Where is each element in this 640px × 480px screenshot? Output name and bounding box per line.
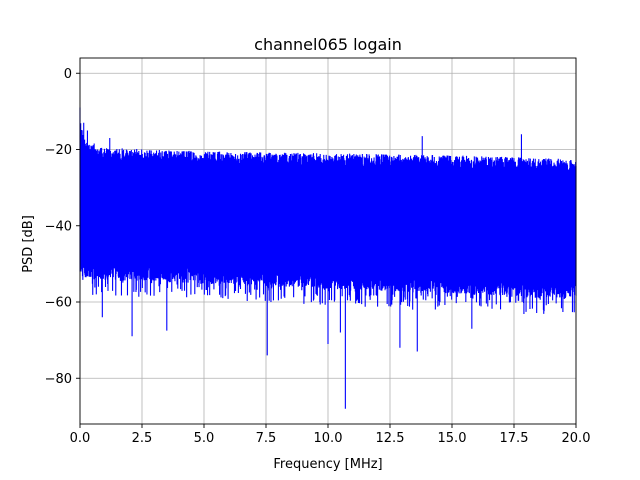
x-tick-label: 5.0 [194,431,215,446]
chart-title: channel065 logain [254,35,402,54]
x-tick-label: 17.5 [500,431,529,446]
x-tick-label: 0.0 [70,431,91,446]
y-tick-label: −40 [45,219,72,234]
y-tick-label: −80 [45,372,72,387]
x-tick-label: 12.5 [376,431,405,446]
y-tick-label: −20 [45,143,72,158]
x-axis-label: Frequency [MHz] [273,457,382,472]
x-tick-label: 7.5 [256,431,277,446]
axes: 0.0 2.5 5.0 7.5 10.0 12.5 15.0 17.5 20.0 0 −20 −40 −… [45,57,591,446]
y-tick-label: −60 [45,296,72,311]
x-tick-label: 10.0 [314,431,343,446]
x-tick-label: 20.0 [562,431,591,446]
y-tick-label: 0 [64,67,72,82]
x-tick-label: 2.5 [132,431,153,446]
x-tick-label: 15.0 [438,431,467,446]
y-axis-label: PSD [dB] [21,215,36,273]
